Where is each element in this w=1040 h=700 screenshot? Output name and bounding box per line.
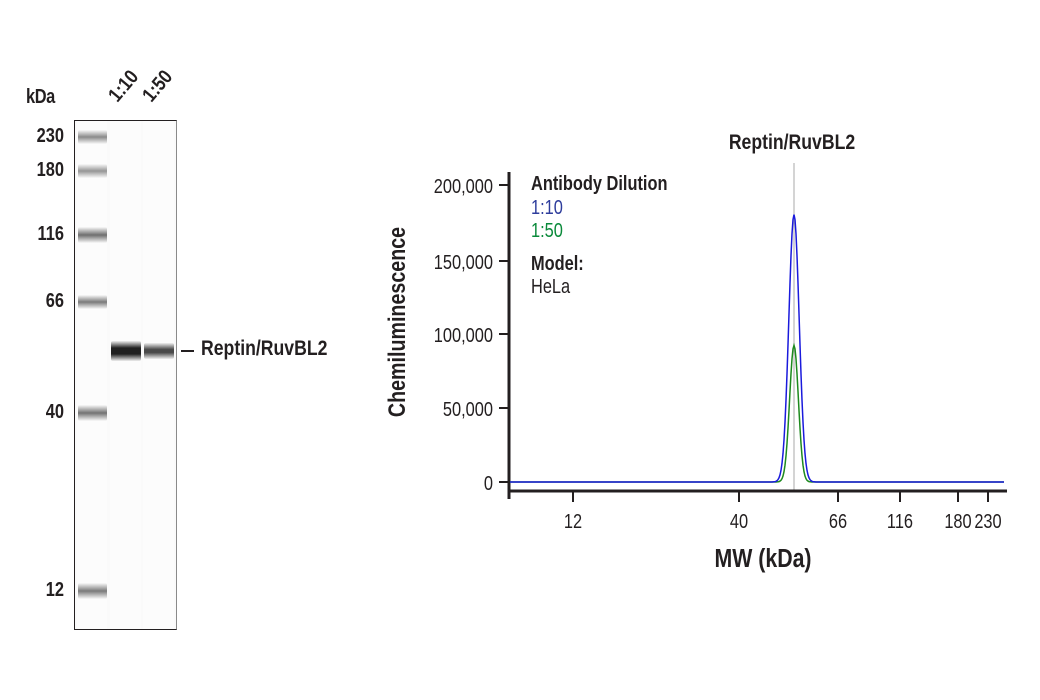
gel-unit-header: kDa <box>26 86 55 108</box>
legend-heading: Antibody Dilution <box>531 171 667 194</box>
mw-marker-66: 66 <box>45 290 64 312</box>
legend-entry-1-10: 1:10 <box>531 195 563 218</box>
sample-lane-2 <box>143 121 174 629</box>
sample-lane-1 <box>110 121 141 629</box>
x-tick-66: 66 <box>829 509 847 532</box>
x-axis-label: MW (kDa) <box>714 544 811 574</box>
gel-image <box>74 120 177 630</box>
chart-title: Reptin/RuvBL2 <box>729 131 855 155</box>
y-tick-0: 0 <box>484 471 493 494</box>
x-tick-116: 116 <box>887 509 913 532</box>
ladder-band-40 <box>78 405 107 421</box>
mw-marker-12: 12 <box>45 579 64 601</box>
y-tick-50000: 50,000 <box>443 397 493 420</box>
x-tick-230: 230 <box>974 509 1001 532</box>
y-axis-label: Chemiluminescence <box>383 227 410 417</box>
x-tick-180: 180 <box>944 509 971 532</box>
y-tick-100000: 100,000 <box>434 323 493 346</box>
mw-marker-180: 180 <box>36 159 64 181</box>
y-axis-ticks <box>499 184 509 483</box>
sample-band-1-50 <box>144 343 174 359</box>
ladder-band-66 <box>78 295 107 309</box>
mw-marker-116: 116 <box>37 223 64 245</box>
y-tick-150000: 150,000 <box>434 250 493 273</box>
legend-model-value: HeLa <box>531 274 571 297</box>
legend-entry-1-50: 1:50 <box>531 218 563 241</box>
ladder-band-12 <box>78 583 107 599</box>
target-marker-line <box>181 350 194 352</box>
x-axis-ticks <box>572 491 989 502</box>
trace-1-50 <box>510 342 1004 483</box>
x-tick-40: 40 <box>730 509 748 532</box>
ladder-band-116 <box>78 227 107 243</box>
chart-legend: Antibody Dilution 1:10 1:50 Model: HeLa <box>531 171 667 297</box>
x-tick-12: 12 <box>564 509 582 532</box>
mw-marker-230: 230 <box>36 125 64 147</box>
mw-marker-40: 40 <box>45 401 64 423</box>
sample-band-1-10 <box>111 341 141 361</box>
y-tick-200000: 200,000 <box>434 174 493 197</box>
ladder-band-230 <box>78 130 107 144</box>
legend-model-heading: Model: <box>531 251 584 274</box>
ladder-lane <box>77 121 107 629</box>
target-protein-label: Reptin/RuvBL2 <box>201 337 328 360</box>
ladder-band-180 <box>78 164 107 178</box>
trace-1-10 <box>510 214 1004 483</box>
